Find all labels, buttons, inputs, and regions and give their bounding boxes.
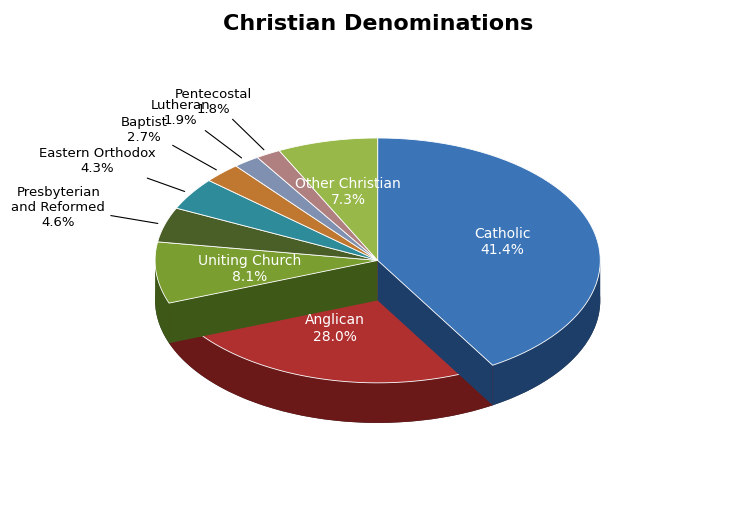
Polygon shape <box>378 261 493 406</box>
Polygon shape <box>236 158 378 261</box>
Text: Eastern Orthodox
4.3%: Eastern Orthodox 4.3% <box>39 147 184 192</box>
Ellipse shape <box>155 179 600 423</box>
Polygon shape <box>169 304 493 423</box>
Text: Presbyterian
and Reformed
4.6%: Presbyterian and Reformed 4.6% <box>11 186 158 229</box>
Polygon shape <box>169 261 378 343</box>
Polygon shape <box>493 263 600 406</box>
Polygon shape <box>158 209 378 261</box>
Polygon shape <box>155 261 169 343</box>
Text: Christian Denominations: Christian Denominations <box>223 14 533 34</box>
Polygon shape <box>279 139 378 261</box>
Text: Catholic
41.4%: Catholic 41.4% <box>474 227 531 257</box>
Text: Baptist
2.7%: Baptist 2.7% <box>120 116 216 171</box>
Text: Pentecostal
1.8%: Pentecostal 1.8% <box>175 87 264 150</box>
Polygon shape <box>155 242 378 304</box>
Polygon shape <box>169 261 493 383</box>
Polygon shape <box>176 181 378 261</box>
Text: Anglican
28.0%: Anglican 28.0% <box>306 313 365 343</box>
Polygon shape <box>378 261 493 406</box>
Polygon shape <box>209 167 378 261</box>
Text: Lutheran
1.9%: Lutheran 1.9% <box>151 99 241 159</box>
Text: Other Christian
7.3%: Other Christian 7.3% <box>295 177 401 207</box>
Text: Uniting Church
8.1%: Uniting Church 8.1% <box>198 253 301 283</box>
Polygon shape <box>258 152 378 261</box>
Polygon shape <box>169 261 378 343</box>
Polygon shape <box>378 139 600 366</box>
